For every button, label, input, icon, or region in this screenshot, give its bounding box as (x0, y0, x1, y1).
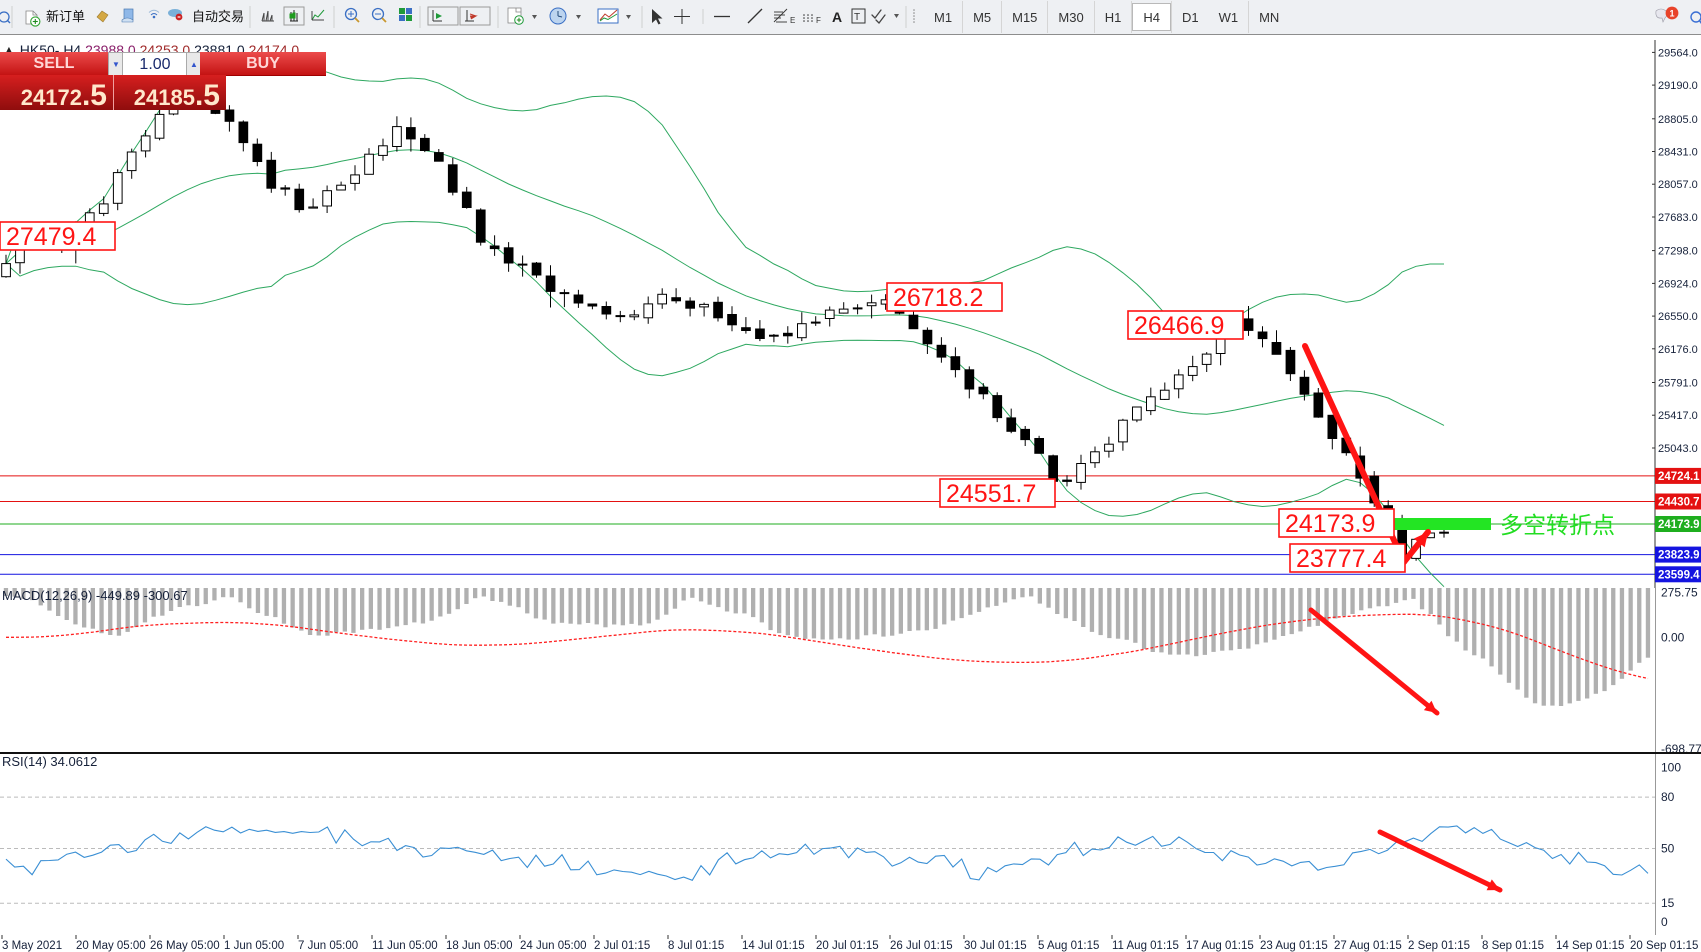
svg-text:T: T (854, 12, 860, 23)
svg-text:23823.9: 23823.9 (1658, 550, 1700, 562)
svg-text:18 Jun 05:00: 18 Jun 05:00 (446, 940, 513, 952)
svg-text:20 Sep 01:15: 20 Sep 01:15 (1630, 940, 1698, 952)
svg-text:100: 100 (1661, 761, 1681, 775)
svg-text:28057.0: 28057.0 (1658, 179, 1698, 191)
svg-text:26 Jul 01:15: 26 Jul 01:15 (890, 940, 953, 952)
svg-text:-698.77: -698.77 (1661, 742, 1701, 752)
svg-text:24173.9: 24173.9 (1285, 510, 1375, 538)
svg-text:RSI(14) 34.0612: RSI(14) 34.0612 (2, 754, 97, 769)
svg-text:26176.0: 26176.0 (1658, 344, 1698, 356)
svg-text:1: 1 (1670, 8, 1675, 18)
svg-text:24430.7: 24430.7 (1658, 497, 1700, 509)
svg-text:8 Sep 01:15: 8 Sep 01:15 (1482, 940, 1544, 952)
svg-text:14 Jul 01:15: 14 Jul 01:15 (742, 940, 805, 952)
svg-text:7 Jun 05:00: 7 Jun 05:00 (298, 940, 358, 952)
svg-text:24173.9: 24173.9 (1658, 519, 1700, 531)
svg-text:23 Aug 01:15: 23 Aug 01:15 (1260, 940, 1328, 952)
svg-text:新订单: 新订单 (46, 9, 85, 24)
svg-text:1 Jun 05:00: 1 Jun 05:00 (224, 940, 284, 952)
svg-text:23777.4: 23777.4 (1296, 545, 1386, 573)
svg-text:28805.0: 28805.0 (1658, 114, 1698, 126)
svg-text:14 Sep 01:15: 14 Sep 01:15 (1556, 940, 1624, 952)
svg-text:26924.0: 26924.0 (1658, 278, 1698, 290)
svg-text:26 May 05:00: 26 May 05:00 (150, 940, 220, 952)
svg-text:2 Jul 01:15: 2 Jul 01:15 (594, 940, 650, 952)
svg-text:23599.4: 23599.4 (1658, 569, 1700, 581)
svg-text:F: F (816, 16, 821, 25)
svg-text:自动交易: 自动交易 (192, 9, 244, 24)
svg-text:26466.9: 26466.9 (1134, 312, 1224, 340)
svg-text:3 May 2021: 3 May 2021 (2, 940, 62, 952)
svg-text:24551.7: 24551.7 (946, 480, 1036, 508)
svg-text:30 Jul 01:15: 30 Jul 01:15 (964, 940, 1027, 952)
svg-text:27479.4: 27479.4 (6, 223, 96, 251)
svg-text:11 Aug 01:15: 11 Aug 01:15 (1112, 940, 1179, 952)
svg-text:0.00: 0.00 (1661, 630, 1685, 644)
svg-text:E: E (790, 16, 795, 25)
svg-text:MACD(12,26,9) -449.89 -300.67: MACD(12,26,9) -449.89 -300.67 (2, 588, 188, 603)
svg-text:28431.0: 28431.0 (1658, 147, 1698, 159)
svg-text:25791.0: 25791.0 (1658, 378, 1698, 390)
svg-text:15: 15 (1661, 896, 1675, 910)
svg-text:50: 50 (1661, 842, 1675, 856)
svg-text:27298.0: 27298.0 (1658, 246, 1698, 258)
svg-text:80: 80 (1661, 790, 1675, 804)
svg-text:275.75: 275.75 (1661, 588, 1698, 599)
svg-text:5 Aug 01:15: 5 Aug 01:15 (1038, 940, 1099, 952)
svg-text:A: A (832, 9, 842, 25)
svg-text:24 Jun 05:00: 24 Jun 05:00 (520, 940, 587, 952)
svg-text:20 May 05:00: 20 May 05:00 (76, 940, 146, 952)
svg-text:26718.2: 26718.2 (893, 284, 983, 312)
svg-text:29564.0: 29564.0 (1658, 47, 1698, 59)
svg-text:11 Jun 05:00: 11 Jun 05:00 (372, 940, 438, 952)
svg-text:27683.0: 27683.0 (1658, 212, 1698, 224)
svg-text:29190.0: 29190.0 (1658, 80, 1698, 92)
svg-text:2 Sep 01:15: 2 Sep 01:15 (1408, 940, 1470, 952)
svg-text:0: 0 (1661, 915, 1668, 929)
svg-text:8 Jul 01:15: 8 Jul 01:15 (668, 940, 724, 952)
svg-text:多空转折点: 多空转折点 (1500, 512, 1615, 538)
svg-text:25043.0: 25043.0 (1658, 443, 1698, 455)
svg-text:26550.0: 26550.0 (1658, 311, 1698, 323)
svg-text:24724.1: 24724.1 (1658, 471, 1700, 483)
svg-text:27 Aug 01:15: 27 Aug 01:15 (1334, 940, 1402, 952)
svg-text:17 Aug 01:15: 17 Aug 01:15 (1186, 940, 1254, 952)
svg-text:20 Jul 01:15: 20 Jul 01:15 (816, 940, 879, 952)
svg-text:25417.0: 25417.0 (1658, 410, 1698, 422)
